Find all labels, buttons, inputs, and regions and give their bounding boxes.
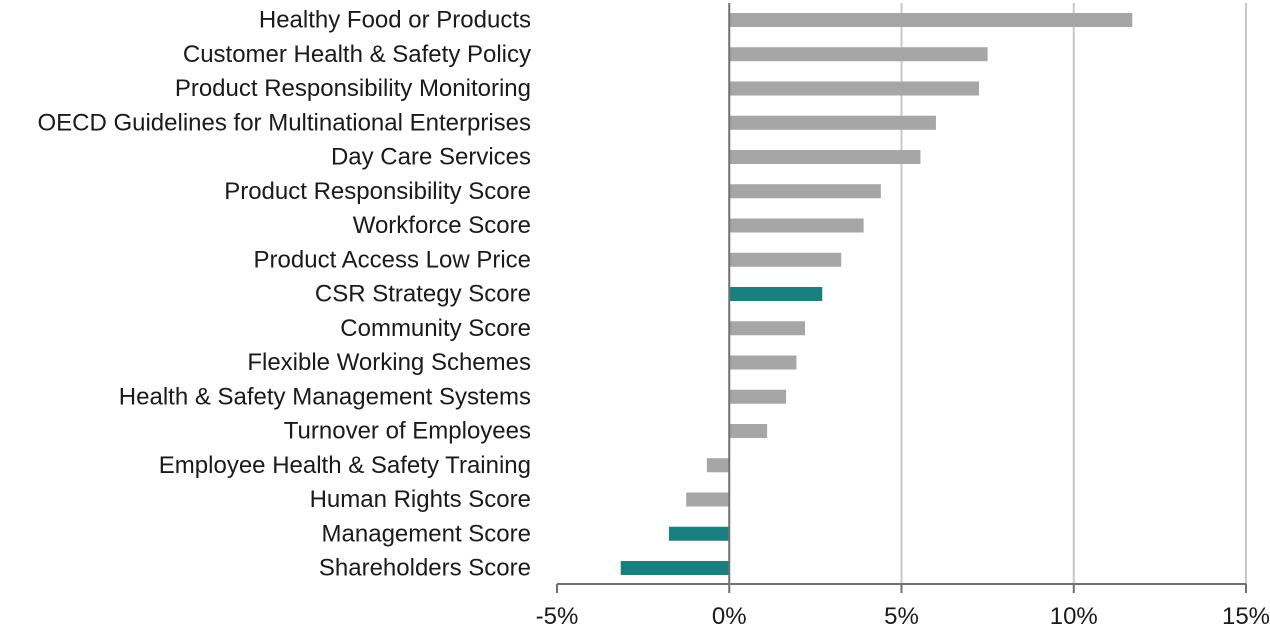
bar [729, 389, 787, 404]
bar [729, 218, 864, 233]
x-tick-label: 15% [1222, 603, 1270, 630]
bar [729, 321, 806, 336]
x-tick-label: 0% [712, 603, 747, 630]
bar [729, 355, 797, 370]
bar [729, 81, 980, 96]
bar [729, 287, 823, 301]
category-label: Health & Safety Management Systems [119, 383, 531, 410]
category-label: Product Responsibility Score [224, 178, 531, 205]
category-label: Product Access Low Price [254, 246, 531, 273]
category-label: Management Score [322, 520, 531, 547]
x-tick-label: 10% [1050, 603, 1098, 630]
category-label: Turnover of Employees [284, 418, 531, 445]
bars [620, 13, 1133, 575]
bar [706, 458, 730, 473]
bar [729, 252, 842, 267]
category-labels: Healthy Food or Products Customer Health … [37, 7, 531, 582]
axes [556, 3, 1247, 593]
category-label: Workforce Score [353, 212, 531, 239]
category-label: Product Responsibility Monitoring [175, 75, 531, 102]
category-label: Community Score [340, 315, 531, 342]
x-tick-label: 5% [884, 603, 919, 630]
bar [729, 184, 881, 199]
category-label: OECD Guidelines for Multinational Enterp… [37, 109, 531, 136]
x-tick-label: -5% [536, 603, 579, 630]
tick-labels: -5% 0% 5% 10% 15% [536, 603, 1270, 630]
category-label: Day Care Services [331, 144, 531, 171]
bar [729, 47, 988, 62]
category-label: Employee Health & Safety Training [159, 452, 531, 479]
bar [729, 424, 768, 438]
category-label: Human Rights Score [310, 486, 531, 513]
bar [620, 561, 730, 575]
category-label: Shareholders Score [319, 555, 531, 582]
category-label: Customer Health & Safety Policy [183, 41, 531, 68]
bar [729, 115, 936, 130]
bar [668, 526, 730, 541]
bar [686, 492, 730, 507]
gridlines [900, 3, 1247, 584]
category-label: Healthy Food or Products [259, 7, 531, 34]
bar [729, 150, 921, 164]
category-label: CSR Strategy Score [315, 281, 531, 308]
category-label: Flexible Working Schemes [247, 349, 531, 376]
bar [729, 13, 1133, 27]
